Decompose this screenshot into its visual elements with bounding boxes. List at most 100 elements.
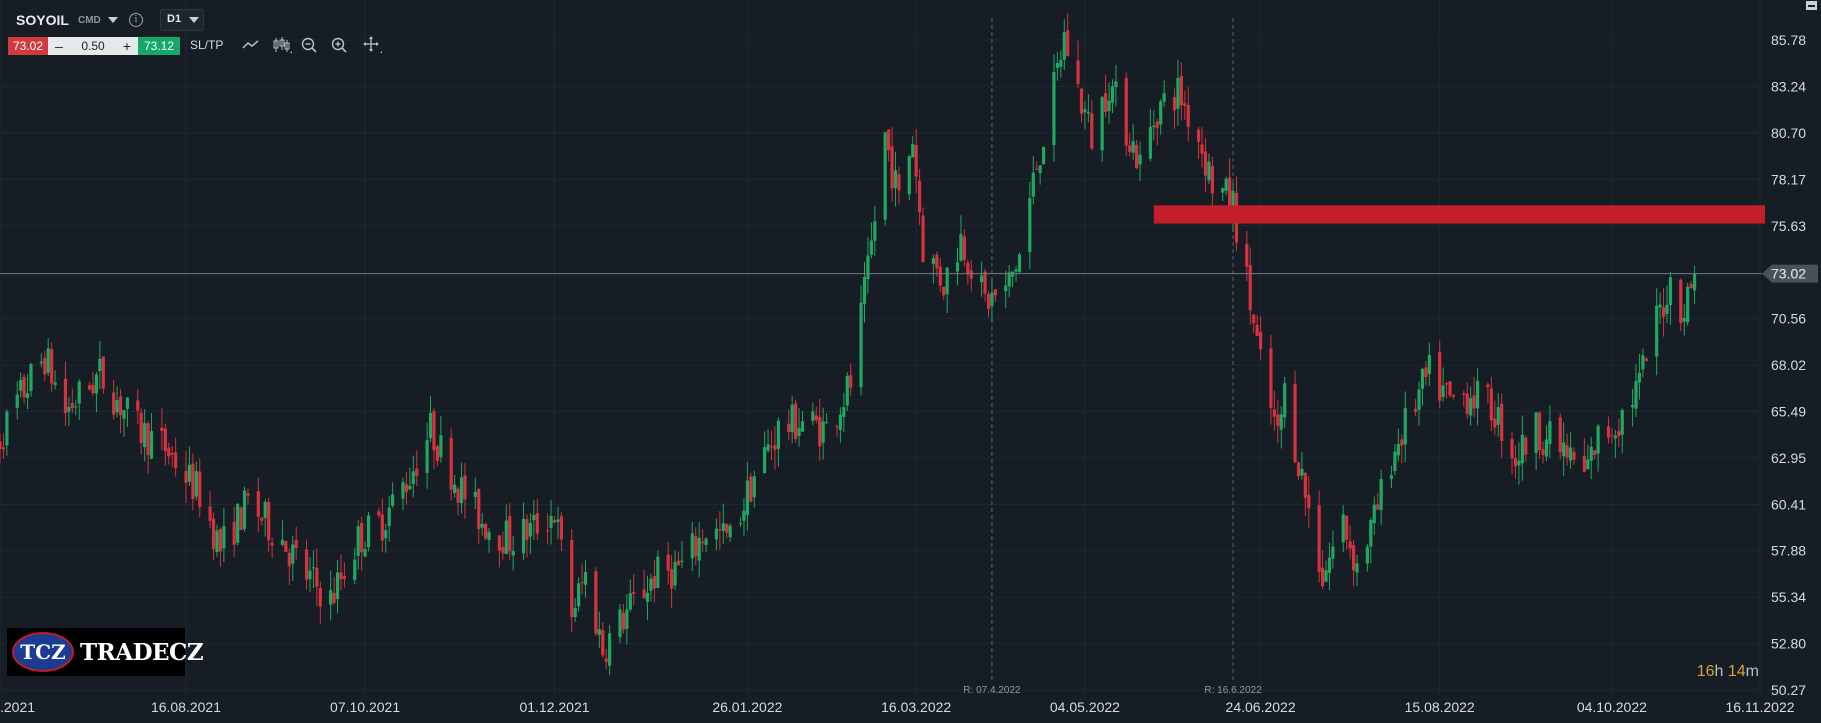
candle	[1331, 530, 1335, 569]
candle	[435, 444, 440, 467]
candle	[570, 529, 574, 633]
candle	[1562, 422, 1566, 477]
candle	[1196, 126, 1201, 159]
candle	[473, 477, 477, 510]
candle	[353, 547, 357, 585]
candle	[552, 516, 557, 524]
x-tick-label: 07.10.2021	[330, 699, 400, 715]
candle	[335, 559, 340, 614]
y-tick-label: 62.95	[1771, 450, 1806, 466]
candle	[387, 495, 391, 542]
candle	[890, 127, 894, 202]
quantity-value[interactable]: 0.50	[81, 39, 105, 53]
y-tick-label: 50.27	[1771, 682, 1806, 698]
x-axis: 23.06.2021 16.08.2021 07.10.2021 01.12.2021…	[0, 699, 1795, 715]
line-chart-icon[interactable]	[240, 35, 262, 55]
candle	[811, 402, 815, 426]
candle	[1444, 381, 1449, 399]
zoom-out-icon[interactable]	[299, 35, 321, 55]
candle	[1062, 19, 1066, 70]
buy-button[interactable]: 73.12	[138, 37, 180, 55]
candle	[1376, 492, 1380, 510]
candle	[1558, 413, 1562, 460]
candle	[1572, 447, 1576, 465]
x-tick-label: 24.06.2022	[1226, 699, 1296, 715]
candle	[980, 261, 984, 297]
current-price-line: 73.02	[0, 264, 1818, 283]
crosshair-icon[interactable]	[361, 35, 383, 55]
candle	[19, 372, 23, 398]
candle	[1486, 382, 1490, 404]
candle	[1255, 314, 1259, 337]
candle	[556, 506, 560, 540]
candle	[601, 622, 605, 658]
candle	[945, 267, 949, 314]
candle	[356, 519, 360, 570]
candle	[87, 382, 92, 391]
y-tick-label: 70.56	[1771, 311, 1806, 327]
candle	[1227, 158, 1232, 213]
candle	[1413, 398, 1418, 417]
candle	[1114, 64, 1118, 107]
chevron-down-icon[interactable]	[108, 17, 118, 23]
candle	[911, 136, 915, 158]
candle	[656, 550, 660, 589]
x-tick-label: 04.05.2022	[1050, 699, 1120, 715]
zoom-in-icon[interactable]	[329, 35, 351, 55]
candle	[308, 557, 312, 592]
grid	[0, 0, 1762, 695]
symbol-label[interactable]: SOYOIL	[16, 12, 69, 28]
candle	[139, 408, 143, 455]
increase-button[interactable]: +	[122, 38, 131, 54]
timeframe-value: D1	[167, 13, 182, 25]
candle	[1203, 137, 1208, 192]
candle	[721, 503, 725, 544]
timeframe-select[interactable]: D1	[160, 9, 204, 31]
candle	[208, 491, 212, 529]
candle	[986, 291, 991, 318]
candle	[1083, 100, 1087, 130]
candle	[339, 554, 343, 591]
candlestick-icon[interactable]	[271, 35, 293, 55]
candlestick-series	[0, 12, 1697, 675]
candle	[1568, 432, 1573, 469]
candle	[1162, 80, 1166, 108]
candle	[1582, 437, 1586, 473]
price-tag-label: 73.02	[1771, 266, 1806, 282]
candle	[935, 251, 939, 277]
candle	[1028, 181, 1032, 270]
minimize-icon[interactable]	[1806, 1, 1817, 10]
candle	[821, 407, 825, 460]
candle	[907, 154, 911, 201]
candle	[311, 550, 316, 589]
candle	[632, 574, 636, 606]
candle	[1593, 449, 1597, 460]
candle	[694, 527, 698, 565]
candle	[118, 388, 123, 434]
info-icon[interactable]: i	[129, 13, 143, 27]
candle	[239, 506, 243, 531]
candle	[477, 487, 481, 544]
quantity-stepper[interactable]: – 0.50 +	[48, 37, 138, 55]
chevron-down-icon	[189, 17, 199, 23]
candle	[942, 286, 946, 300]
sltp-button[interactable]: SL/TP	[190, 38, 224, 52]
candle	[1124, 72, 1128, 156]
candle	[546, 513, 550, 544]
candle	[1283, 376, 1287, 429]
y-tick-label: 83.24	[1771, 78, 1806, 94]
candle	[415, 450, 419, 487]
candle	[918, 169, 922, 225]
candle	[411, 455, 415, 498]
vertical-markers: R: 07.4.2022 R: 16.6.2022	[963, 18, 1262, 696]
candle	[1245, 231, 1249, 281]
candle	[1644, 357, 1648, 362]
candle	[194, 461, 198, 501]
candle	[497, 535, 502, 568]
sell-button[interactable]: 73.02	[8, 37, 48, 55]
candle	[921, 207, 925, 263]
decrease-button[interactable]: –	[55, 38, 63, 54]
candle	[1661, 287, 1666, 337]
candle	[1365, 544, 1369, 572]
